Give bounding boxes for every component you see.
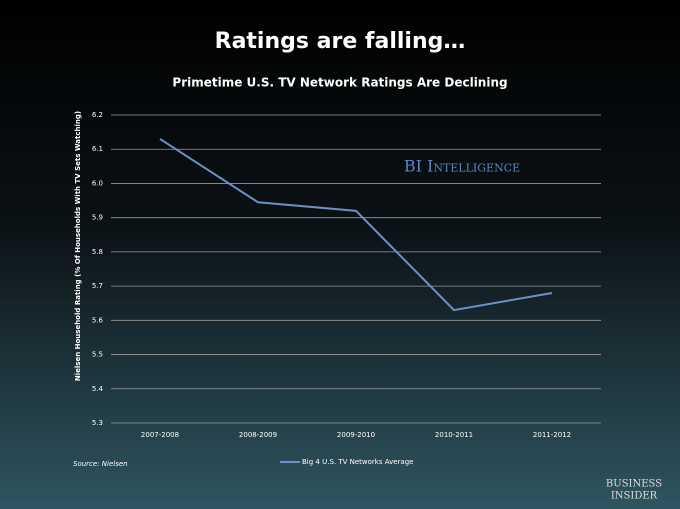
x-tick-label: 2008-2009 — [239, 431, 277, 439]
y-tick-label: 6.2 — [92, 111, 103, 119]
y-tick-label: 5.9 — [92, 214, 103, 222]
y-tick-label: 6.0 — [92, 179, 103, 187]
y-tick-label: 5.3 — [92, 419, 103, 427]
x-tick-label: 2009-2010 — [337, 431, 375, 439]
brand-logo: BUSINESS — [606, 479, 662, 490]
x-tick-label: 2011-2012 — [533, 431, 571, 439]
x-tick-label: 2010-2011 — [435, 431, 473, 439]
y-tick-label: 6.1 — [92, 145, 103, 153]
chart-subtitle: Primetime U.S. TV Network Ratings Are De… — [172, 76, 507, 90]
y-tick-label: 5.6 — [92, 316, 104, 324]
x-tick-label: 2007-2008 — [141, 431, 179, 439]
legend-label: Big 4 U.S. TV Networks Average — [302, 458, 413, 466]
watermark: BI Intelligence — [404, 157, 520, 176]
chart-title: Ratings are falling… — [215, 29, 466, 54]
brand-logo: INSIDER — [611, 491, 658, 502]
y-tick-label: 5.7 — [92, 282, 103, 290]
data-line — [159, 138, 553, 312]
y-tick-label: 5.5 — [92, 351, 103, 359]
source-note: Source: Nielsen — [73, 460, 128, 468]
y-tick-label: 5.8 — [92, 248, 103, 256]
y-tick-label: 5.4 — [92, 385, 104, 393]
y-axis-label: Nielsen Household Rating (% Of Household… — [74, 111, 82, 381]
